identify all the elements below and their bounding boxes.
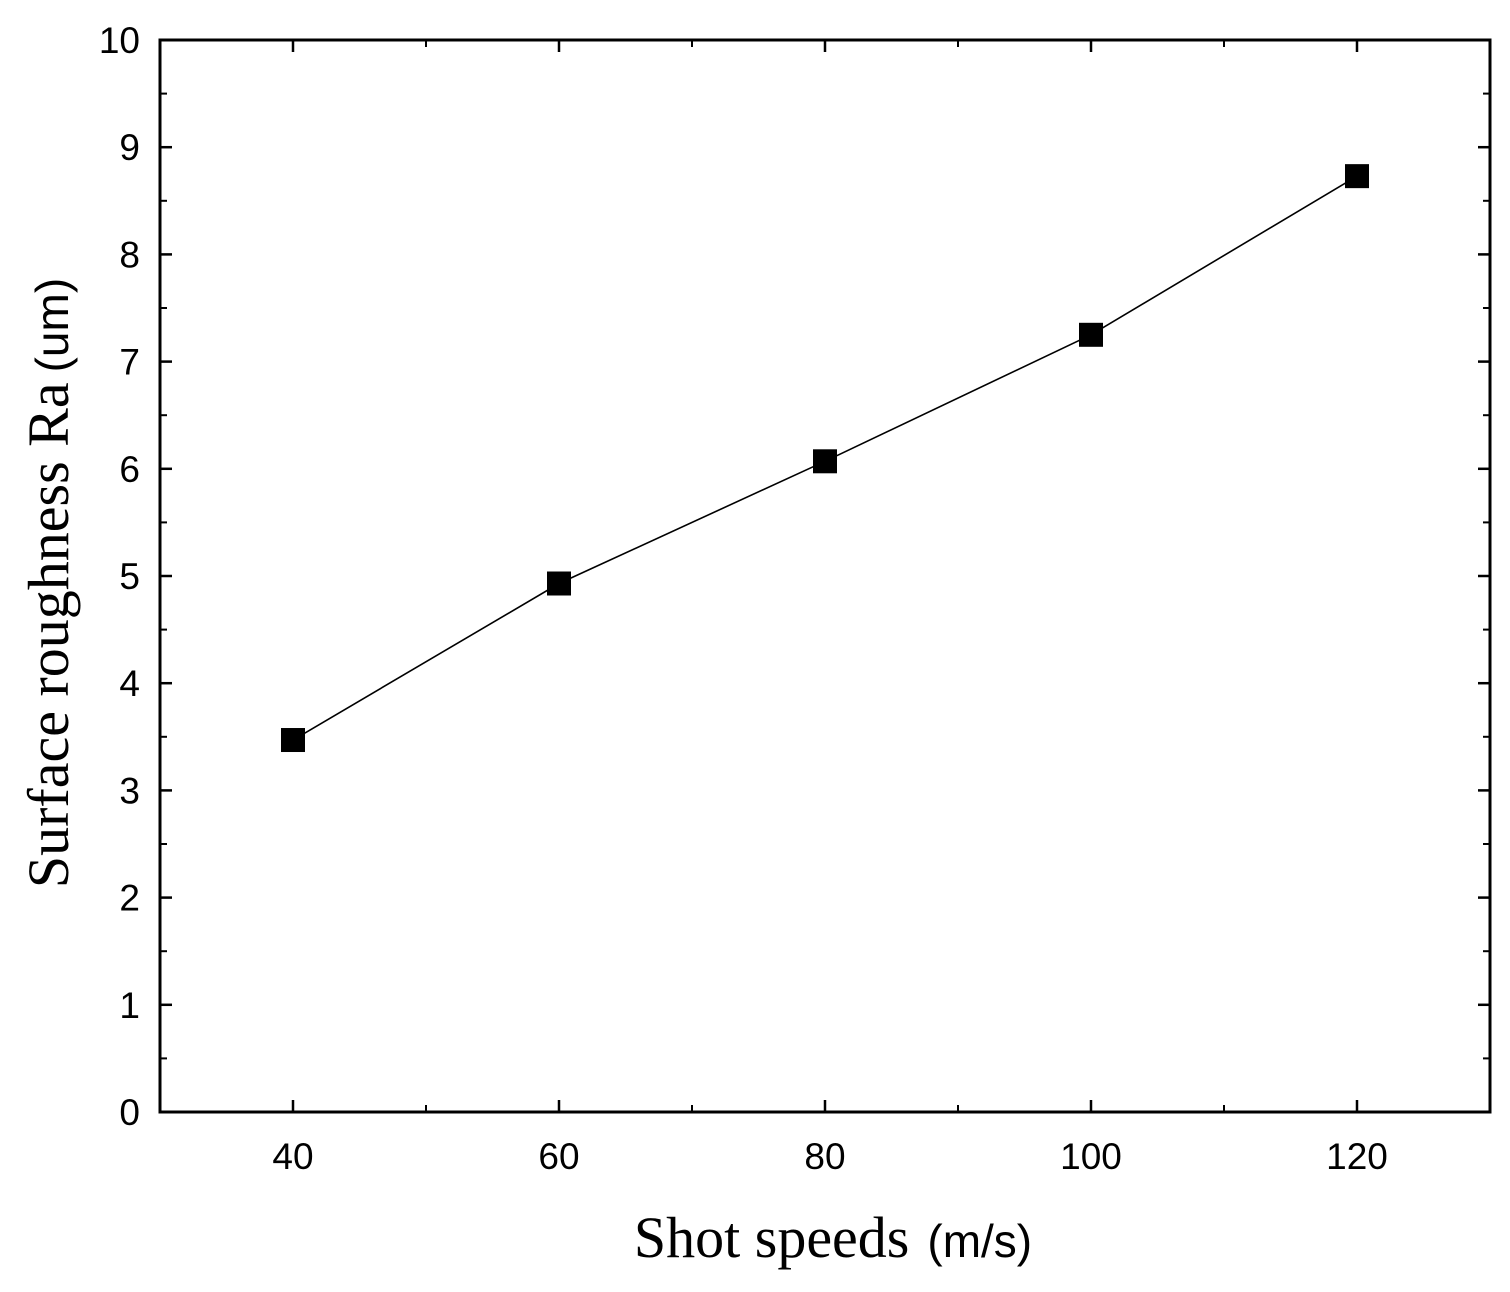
data-point-marker	[813, 449, 837, 474]
axes: 40 60 80 100 120 0 1 2 3 4 5 6 7 8 9 10	[99, 20, 1490, 1177]
x-tick-label: 60	[538, 1136, 579, 1177]
y-axis-title-unit: (um)	[26, 278, 78, 373]
data-point-marker	[547, 571, 571, 596]
y-tick-label: 0	[119, 1092, 140, 1133]
x-axis-title: Shot speeds (m/s)	[634, 1205, 1032, 1270]
x-tick-label: 120	[1326, 1136, 1388, 1177]
svg-text:Shot speeds (m/s): Shot speeds (m/s)	[634, 1205, 1032, 1270]
data-point-marker	[1079, 322, 1103, 347]
y-tick-label: 9	[119, 127, 140, 168]
y-tick-label: 1	[119, 985, 140, 1026]
x-axis-title-unit: (m/s)	[927, 1215, 1032, 1267]
svg-text:Surface roughness Ra (um: Surface roughness Ra (um)	[16, 278, 81, 888]
data-point-marker	[1345, 164, 1369, 189]
y-tick-label: 6	[119, 449, 140, 490]
y-tick-label: 3	[119, 770, 140, 811]
y-axis-title: Surface roughness Ra (um)	[16, 278, 81, 888]
y-tick-label: 7	[119, 342, 140, 383]
y-tick-label: 5	[119, 556, 140, 597]
y-tick-label: 8	[119, 234, 140, 275]
x-axis-title-main: Shot speeds	[634, 1205, 910, 1270]
x-tick-label: 40	[272, 1136, 313, 1177]
data-point-marker	[281, 728, 305, 753]
x-tick-label: 100	[1060, 1136, 1122, 1177]
y-tick-label: 2	[119, 878, 140, 919]
plot-frame	[158, 38, 1492, 1114]
y-tick-label: 4	[119, 663, 140, 704]
y-axis-title-main: Surface roughness Ra	[16, 382, 81, 888]
y-tick-label: 10	[99, 20, 140, 61]
data-series	[281, 164, 1369, 753]
x-tick-label: 80	[804, 1136, 845, 1177]
